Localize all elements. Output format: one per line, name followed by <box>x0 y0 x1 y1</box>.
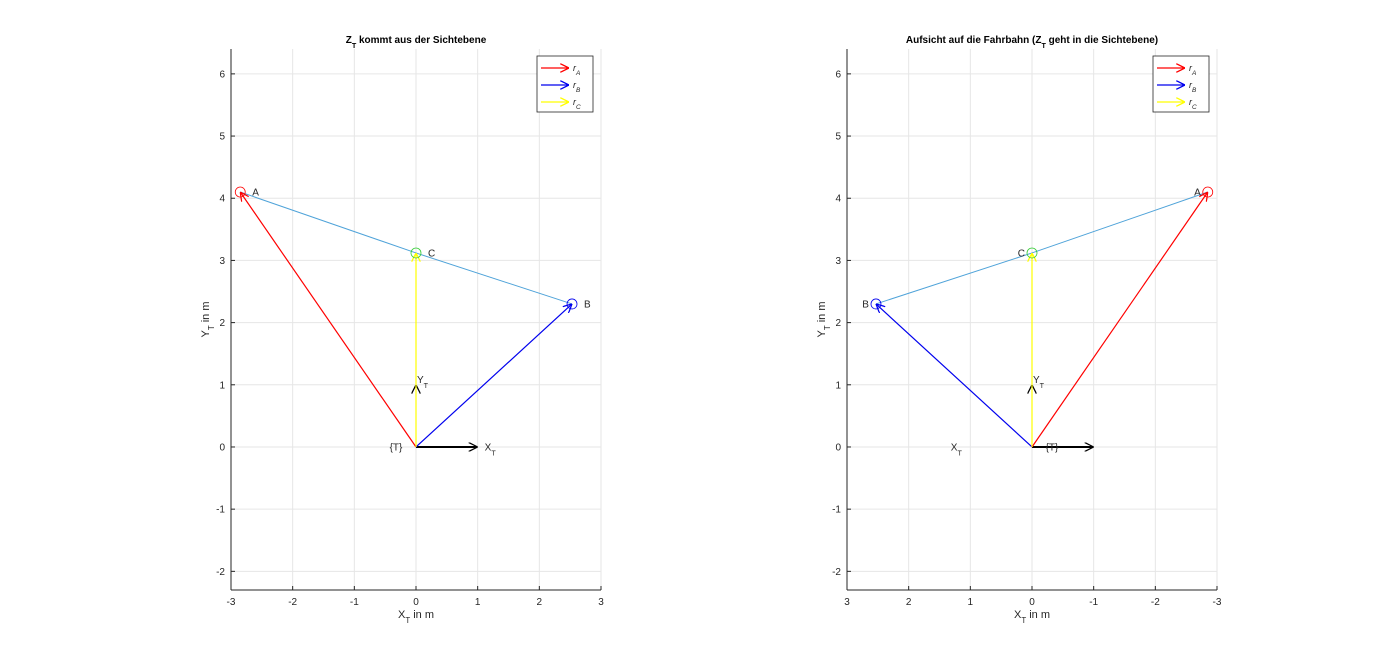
vector-r_B <box>876 304 1033 448</box>
y-tick-label-7: 5 <box>219 132 225 143</box>
y-tick-label-8: 6 <box>835 69 841 80</box>
x-tick-label-2: 1 <box>968 597 974 608</box>
x-tick-label-3: 0 <box>1029 597 1035 608</box>
x-tick-label-1: -2 <box>288 597 297 608</box>
legend-label-r_B: rB <box>573 80 581 94</box>
x-tick-label-6: 3 <box>598 597 604 608</box>
x-tick-label-2: -1 <box>350 597 359 608</box>
point-marker-A <box>1202 186 1214 198</box>
point-label-B: B <box>862 299 869 310</box>
x-tick-label-0: -3 <box>227 597 236 608</box>
x-tick-label-3: 0 <box>413 597 419 608</box>
point-label-A: A <box>252 188 259 199</box>
y-tick-label-8: 6 <box>219 69 225 80</box>
legend: rA rB rC <box>1152 55 1210 113</box>
y-tick-label-0: -2 <box>832 567 841 578</box>
x-tick-label-4: 1 <box>475 597 481 608</box>
y-tick-label-6: 4 <box>219 194 225 205</box>
y-axis-label: YT in m <box>200 301 216 337</box>
legend-box <box>1152 55 1210 113</box>
y-tick-label-1: -1 <box>832 505 841 516</box>
vector-r_A <box>240 192 417 448</box>
point-marker-B <box>566 298 578 310</box>
x-tick-label-1: 2 <box>906 597 912 608</box>
frame-y-axis-label: YT <box>417 375 429 390</box>
x-tick-label-5: 2 <box>537 597 543 608</box>
y-tick-label-1: -1 <box>216 505 225 516</box>
chart-panel-1: -3 -2 -1 0 1 2 3 -2 -1 0 1 2 3 4 5 6 ZT kommt aus der Si… <box>200 35 604 625</box>
y-axis-label: YT in m <box>816 301 832 337</box>
vector-r_B <box>415 304 572 448</box>
frame-y-axis-label: YT <box>1033 375 1045 390</box>
x-tick-label-0: 3 <box>844 597 850 608</box>
y-tick-label-5: 3 <box>835 256 841 267</box>
origin-label: {T} <box>390 442 403 453</box>
legend: rA rB rC <box>536 55 594 113</box>
legend-label-r_B: rB <box>1189 80 1197 94</box>
legend-label-r_C: rC <box>573 97 581 111</box>
x-tick-label-4: -1 <box>1089 597 1098 608</box>
y-tick-label-3: 1 <box>835 380 841 391</box>
y-tick-label-4: 2 <box>219 318 225 329</box>
y-tick-label-4: 2 <box>835 318 841 329</box>
chart-title: Aufsicht auf die Fahrbahn (ZT geht in di… <box>906 35 1158 50</box>
point-label-B: B <box>584 299 591 310</box>
y-tick-label-2: 0 <box>835 442 841 453</box>
legend-label-r_A: rA <box>573 63 580 77</box>
point-marker-C <box>1026 247 1038 259</box>
chart-title: ZT kommt aus der Sichtebene <box>346 35 487 50</box>
y-tick-label-2: 0 <box>219 442 225 453</box>
vector-r_A <box>1031 192 1208 448</box>
y-tick-label-3: 1 <box>219 380 225 391</box>
x-tick-label-6: -3 <box>1213 597 1222 608</box>
point-label-C: C <box>1018 248 1025 259</box>
x-axis-label: XT in m <box>1014 609 1050 625</box>
y-tick-label-0: -2 <box>216 567 225 578</box>
origin-label: {T} <box>1046 442 1059 453</box>
chart-panel-2: 3 2 1 0 -1 -2 -3 -2 -1 0 1 2 3 4 5 6 Aufsicht auf die Fa… <box>816 35 1222 625</box>
x-axis-label: XT in m <box>398 609 434 625</box>
y-tick-label-5: 3 <box>219 256 225 267</box>
point-label-A: A <box>1194 188 1201 199</box>
point-marker-C <box>410 247 422 259</box>
legend-box <box>536 55 594 113</box>
frame-x-axis-label: XT <box>951 442 963 457</box>
point-marker-B <box>870 298 882 310</box>
y-tick-label-6: 4 <box>835 194 841 205</box>
x-tick-label-5: -2 <box>1151 597 1160 608</box>
point-marker-A <box>234 186 246 198</box>
legend-label-r_A: rA <box>1189 63 1196 77</box>
legend-label-r_C: rC <box>1189 97 1197 111</box>
frame-x-axis-label: XT <box>485 442 497 457</box>
y-tick-label-7: 5 <box>835 132 841 143</box>
point-label-C: C <box>428 248 435 259</box>
